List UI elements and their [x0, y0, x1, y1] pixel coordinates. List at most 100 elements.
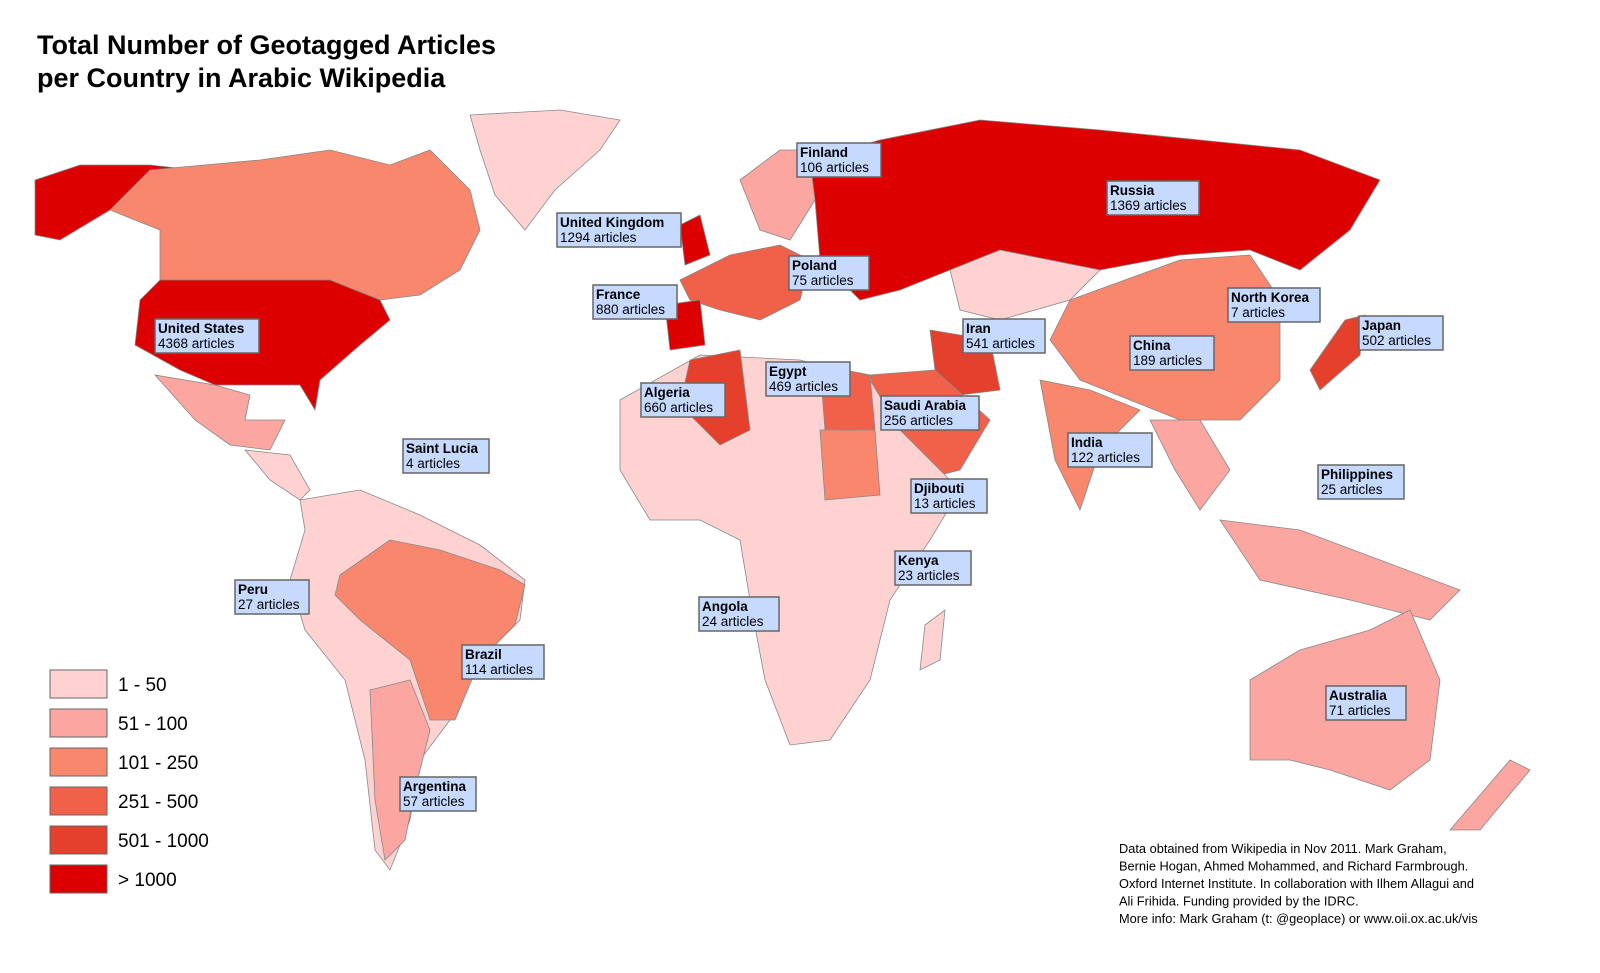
country-name: China [1133, 338, 1171, 353]
label-box [698, 596, 780, 632]
great-britain [679, 214, 711, 266]
label-box [1227, 287, 1321, 323]
country-name: Poland [792, 258, 837, 273]
credit-line: Ali Frihida. Funding provided by the IDR… [1119, 894, 1359, 909]
southeast-asia [1149, 419, 1231, 511]
article-count: 256 articles [884, 413, 953, 428]
legend-label: 51 - 100 [118, 714, 188, 735]
article-count: 122 articles [1071, 450, 1140, 465]
country-name: Djibouti [914, 481, 964, 496]
country-name: Brazil [465, 647, 502, 662]
country-name: Saudi Arabia [884, 398, 967, 413]
label-box [1358, 315, 1444, 351]
madagascar [919, 609, 946, 671]
label-box [154, 318, 260, 354]
legend-swatch [49, 864, 108, 894]
article-count: 106 articles [800, 160, 869, 175]
legend-label: 251 - 500 [118, 792, 198, 813]
credit-line: Data obtained from Wikipedia in Nov 2011… [1119, 841, 1447, 856]
article-count: 57 articles [403, 794, 465, 809]
country-name: United States [158, 321, 244, 336]
country-name: Iran [966, 321, 991, 336]
label-box [962, 318, 1046, 354]
label-box [640, 382, 726, 418]
label-box [234, 579, 310, 615]
article-count: 660 articles [644, 400, 713, 415]
country-name: Peru [238, 582, 268, 597]
article-count: 25 articles [1321, 482, 1383, 497]
article-count: 27 articles [238, 597, 300, 612]
credit-line: Oxford Internet Institute. In collaborat… [1119, 876, 1474, 891]
article-count: 4368 articles [158, 336, 235, 351]
legend-item: 501 - 1000 [49, 825, 209, 855]
label-box [1325, 685, 1407, 721]
article-count: 1294 articles [560, 230, 637, 245]
article-count: 541 articles [966, 336, 1035, 351]
sudan [819, 429, 881, 501]
article-count: 71 articles [1329, 703, 1391, 718]
country-name: Russia [1110, 183, 1155, 198]
country-name: Finland [800, 145, 848, 160]
country-name: Kenya [898, 553, 939, 568]
legend-swatch [49, 708, 108, 738]
legend-swatch [49, 786, 108, 816]
article-count: 24 articles [702, 614, 764, 629]
russia [809, 119, 1381, 301]
country-name: Japan [1362, 318, 1401, 333]
legend-item: 251 - 500 [49, 786, 198, 816]
country-name: Saint Lucia [406, 441, 479, 456]
central-america [244, 449, 311, 501]
country-name: Philippines [1321, 467, 1393, 482]
label-box [402, 438, 490, 474]
japan [1309, 314, 1366, 391]
country-name: Argentina [403, 779, 466, 794]
indonesia [1219, 519, 1461, 621]
label-box [894, 550, 972, 586]
greenland [469, 109, 621, 231]
label-box [910, 478, 988, 514]
article-count: 114 articles [465, 662, 533, 677]
canada [109, 149, 481, 301]
map-title: per Country in Arabic Wikipedia [37, 63, 446, 93]
country-name: France [596, 287, 641, 302]
legend-item: 101 - 250 [49, 747, 198, 777]
label-box [592, 284, 678, 320]
article-count: 75 articles [792, 273, 854, 288]
label-box [1067, 432, 1153, 468]
label-box [788, 255, 870, 291]
article-count: 880 articles [596, 302, 665, 317]
landmasses [34, 109, 1531, 871]
argentina [369, 679, 431, 861]
label-box [1317, 464, 1405, 500]
label-box [1129, 335, 1215, 371]
article-count: 502 articles [1362, 333, 1431, 348]
map-title: Total Number of Geotagged Articles [37, 30, 496, 60]
legend-item: 51 - 100 [49, 708, 188, 738]
credit-line: More info: Mark Graham (t: @geoplace) or… [1119, 911, 1478, 926]
label-box [765, 361, 851, 397]
country-name: Egypt [769, 364, 807, 379]
legend-label: 501 - 1000 [118, 831, 209, 852]
article-count: 469 articles [769, 379, 838, 394]
